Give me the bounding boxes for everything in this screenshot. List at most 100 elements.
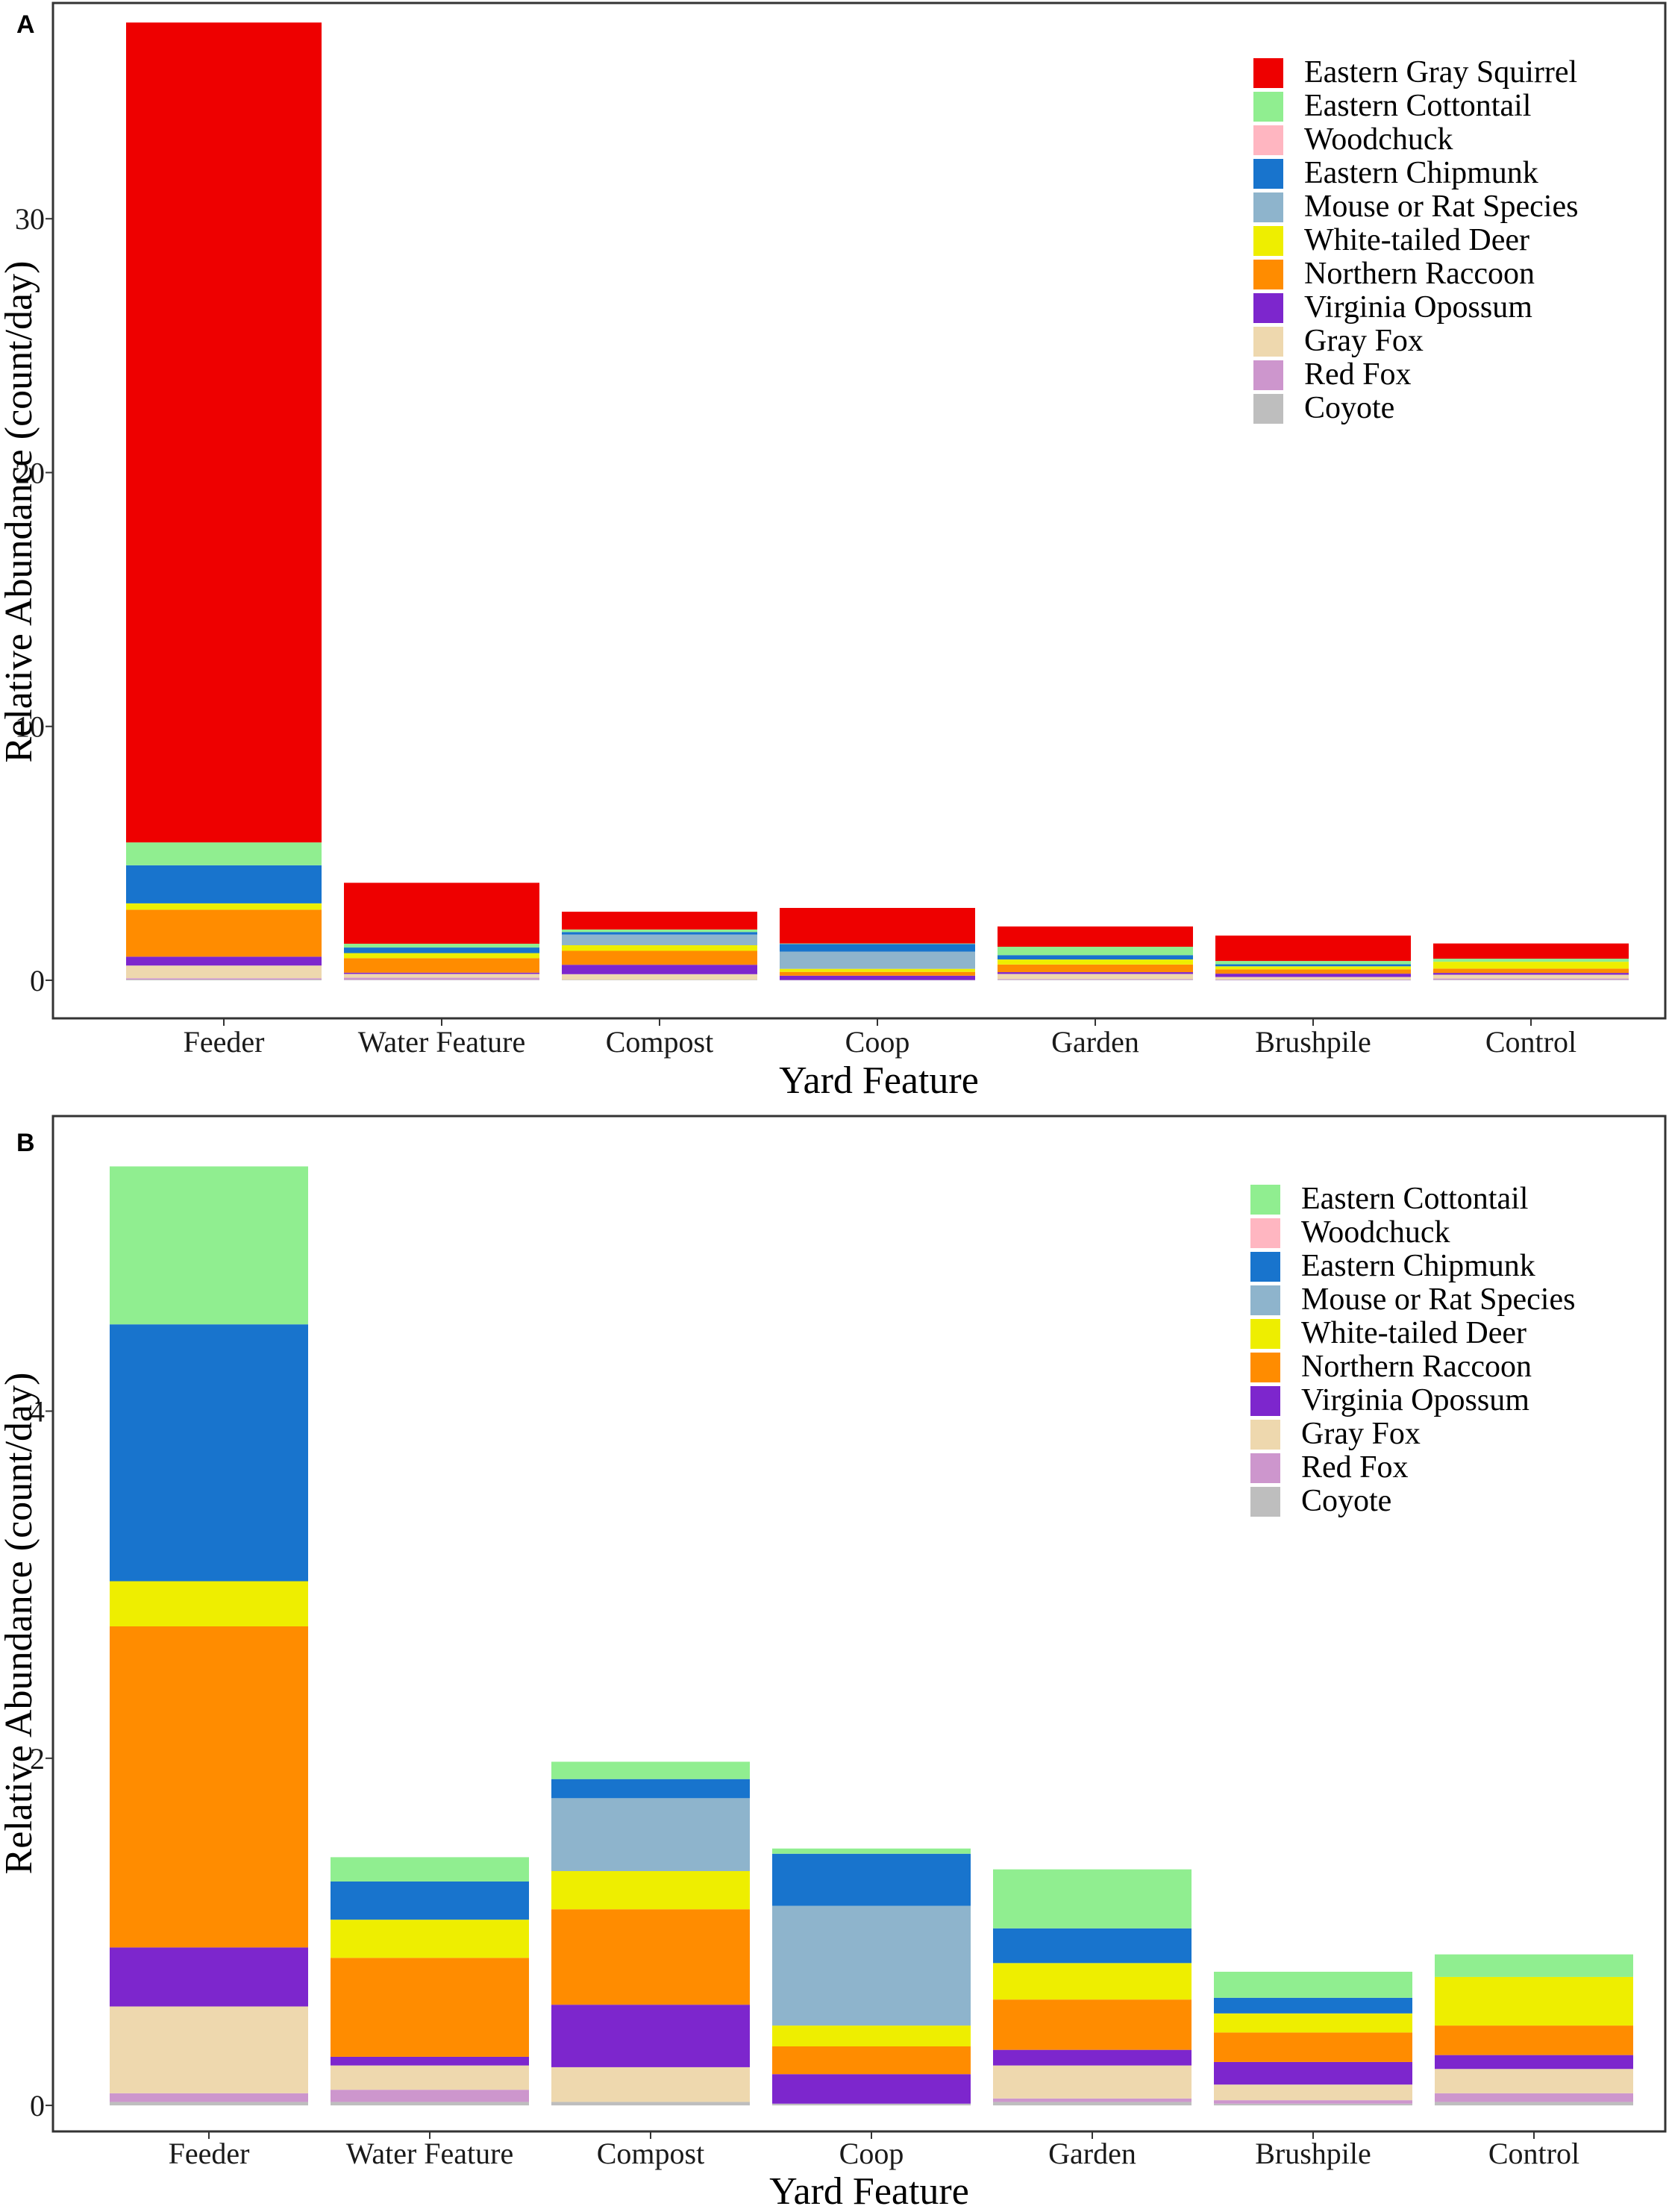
bar-segment bbox=[126, 978, 322, 980]
legend-swatch bbox=[1250, 1319, 1280, 1349]
legend-swatch bbox=[1253, 192, 1283, 222]
panel-b-y-ticks: 0 2 4 bbox=[30, 1395, 53, 2122]
bar-segment bbox=[1435, 2069, 1633, 2093]
bar-segment bbox=[126, 965, 322, 979]
legend-swatch bbox=[1253, 58, 1283, 88]
legend-label: Eastern Gray Squirrel bbox=[1304, 55, 1577, 90]
legend-label: Coyote bbox=[1304, 391, 1394, 425]
legend-swatch bbox=[1253, 394, 1283, 424]
legend-swatch bbox=[1253, 125, 1283, 155]
bar-segment bbox=[772, 2025, 971, 2047]
bar-segment bbox=[993, 1869, 1192, 1929]
legend-label: Virginia Opossum bbox=[1301, 1383, 1529, 1417]
bar-segment bbox=[998, 955, 1193, 960]
bar-segment bbox=[993, 2102, 1192, 2106]
bar-segment bbox=[1214, 2103, 1412, 2106]
x-tick-label: Coop bbox=[845, 1025, 910, 1059]
legend-label: Eastern Cottontail bbox=[1304, 89, 1531, 123]
panel-a-x-ticks: Feeder Water Feature Compost Coop Garden Brus… bbox=[184, 1018, 1576, 1059]
bar-segment bbox=[126, 903, 322, 910]
bar-segment bbox=[344, 977, 539, 980]
bar-segment bbox=[562, 912, 757, 930]
bar-segment bbox=[551, 1798, 750, 1872]
panel-a-y-axis-title: Relative Abundance (count/day) bbox=[0, 261, 40, 763]
x-tick-label: Control bbox=[1485, 1025, 1576, 1059]
bar-segment bbox=[993, 2065, 1192, 2099]
legend-label: Virginia Opossum bbox=[1304, 290, 1532, 325]
bar-segment bbox=[772, 2103, 971, 2106]
bar-segment bbox=[772, 1848, 971, 1854]
bar-segment bbox=[1214, 2061, 1412, 2085]
y-tick-label: 10 bbox=[15, 710, 45, 744]
bar-segment bbox=[1433, 973, 1629, 975]
bar-segment bbox=[562, 945, 757, 951]
bar-segment bbox=[562, 934, 757, 946]
bar-segment bbox=[780, 951, 975, 969]
bar-segment bbox=[344, 943, 539, 948]
bar-segment bbox=[126, 865, 322, 903]
y-tick-label: 0 bbox=[30, 2089, 45, 2122]
bar-segment bbox=[331, 2056, 529, 2066]
bar-segment bbox=[551, 1779, 750, 1799]
bar-segment bbox=[126, 22, 322, 843]
legend-label: Coyote bbox=[1301, 1484, 1391, 1518]
panel-a-frame bbox=[51, 1, 1667, 1020]
bar-segment bbox=[998, 974, 1193, 980]
legend-label: Eastern Chipmunk bbox=[1301, 1249, 1535, 1283]
bar-segment bbox=[998, 959, 1193, 965]
bar-segment bbox=[1215, 974, 1411, 977]
x-tick-label: Feeder bbox=[184, 1025, 265, 1059]
panel-b-y-axis-title: Relative Abundance (count/day) bbox=[0, 1373, 40, 1875]
bar-segment bbox=[993, 2098, 1192, 2102]
bar-segment bbox=[331, 2090, 529, 2102]
bar-segment bbox=[344, 953, 539, 959]
bar-segment bbox=[1435, 2102, 1633, 2106]
legend-swatch bbox=[1250, 1218, 1280, 1248]
legend-swatch bbox=[1250, 1487, 1280, 1517]
bar-segment bbox=[551, 1871, 750, 1910]
bar-segment bbox=[344, 974, 539, 978]
y-tick-label: 20 bbox=[15, 456, 45, 489]
bar-segment bbox=[1433, 959, 1629, 962]
y-tick-label: 30 bbox=[15, 202, 45, 236]
bar-segment bbox=[331, 2065, 529, 2090]
panel-a-bars bbox=[126, 22, 1629, 981]
x-tick-label: Brushpile bbox=[1255, 2137, 1371, 2170]
legend-label: Mouse or Rat Species bbox=[1301, 1282, 1575, 1317]
bar-segment bbox=[344, 883, 539, 944]
bar-segment bbox=[331, 1920, 529, 1958]
panel-b-x-axis-title: Yard Feature bbox=[769, 2170, 969, 2212]
bar-segment bbox=[110, 1166, 308, 1325]
legend-label: Woodchuck bbox=[1301, 1215, 1450, 1250]
panel-a-y-ticks: 0 10 20 30 bbox=[15, 202, 53, 997]
bar-segment bbox=[1433, 943, 1629, 959]
bar-segment bbox=[331, 1958, 529, 2057]
bar-segment bbox=[126, 842, 322, 865]
bar-segment bbox=[110, 1626, 308, 1948]
bar-segment bbox=[1215, 977, 1411, 980]
legend-swatch bbox=[1250, 1453, 1280, 1483]
legend-swatch bbox=[1253, 92, 1283, 122]
bar-segment bbox=[562, 929, 757, 933]
bar-segment bbox=[1215, 936, 1411, 962]
bar-segment bbox=[1433, 962, 1629, 969]
legend-label: Gray Fox bbox=[1301, 1417, 1421, 1451]
bar-segment bbox=[998, 964, 1193, 973]
bar-segment bbox=[1215, 961, 1411, 965]
legend-label: Red Fox bbox=[1301, 1450, 1409, 1485]
bar-segment bbox=[1433, 968, 1629, 974]
bar-segment bbox=[1215, 980, 1411, 981]
legend-swatch bbox=[1250, 1285, 1280, 1315]
bar-segment bbox=[780, 971, 975, 976]
x-tick-label: Compost bbox=[597, 2137, 704, 2170]
bar-segment bbox=[998, 979, 1193, 980]
panel-b-letter: B bbox=[16, 1129, 35, 1157]
bar-segment bbox=[1214, 2084, 1412, 2101]
panel-b-frame bbox=[51, 1115, 1667, 2133]
x-tick-label: Compost bbox=[606, 1025, 713, 1059]
bar-segment bbox=[780, 944, 975, 952]
legend-label: Red Fox bbox=[1304, 357, 1412, 392]
